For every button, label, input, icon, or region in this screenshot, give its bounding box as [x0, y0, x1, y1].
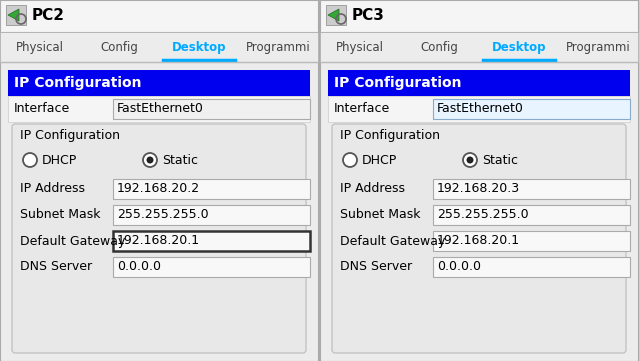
- FancyBboxPatch shape: [320, 0, 638, 32]
- Text: 192.168.20.3: 192.168.20.3: [437, 183, 520, 196]
- Text: Interface: Interface: [334, 103, 390, 116]
- Text: PC3: PC3: [352, 9, 385, 23]
- Text: Config: Config: [100, 40, 138, 53]
- FancyBboxPatch shape: [8, 96, 310, 122]
- Text: 192.168.20.1: 192.168.20.1: [437, 235, 520, 248]
- FancyBboxPatch shape: [0, 32, 318, 62]
- Text: Desktop: Desktop: [492, 40, 546, 53]
- Text: Config: Config: [420, 40, 458, 53]
- Circle shape: [147, 157, 154, 164]
- FancyBboxPatch shape: [328, 70, 630, 96]
- FancyBboxPatch shape: [113, 205, 310, 225]
- Text: 192.168.20.2: 192.168.20.2: [117, 183, 200, 196]
- Circle shape: [463, 153, 477, 167]
- Text: IP Configuration: IP Configuration: [20, 129, 120, 142]
- Text: FastEthernet0: FastEthernet0: [437, 103, 524, 116]
- Circle shape: [467, 157, 474, 164]
- FancyBboxPatch shape: [433, 257, 630, 277]
- Text: Subnet Mask: Subnet Mask: [340, 209, 420, 222]
- FancyBboxPatch shape: [113, 257, 310, 277]
- FancyBboxPatch shape: [8, 70, 310, 96]
- Text: Default Gateway: Default Gateway: [340, 235, 445, 248]
- Text: FastEthernet0: FastEthernet0: [117, 103, 204, 116]
- FancyBboxPatch shape: [113, 99, 310, 119]
- Text: IP Configuration: IP Configuration: [334, 76, 461, 90]
- FancyBboxPatch shape: [113, 231, 310, 251]
- Polygon shape: [328, 9, 339, 21]
- FancyBboxPatch shape: [332, 124, 626, 353]
- Text: IP Configuration: IP Configuration: [340, 129, 440, 142]
- FancyBboxPatch shape: [113, 179, 310, 199]
- Text: Default Gateway: Default Gateway: [20, 235, 125, 248]
- FancyBboxPatch shape: [433, 231, 630, 251]
- Text: Desktop: Desktop: [172, 40, 226, 53]
- Text: Physical: Physical: [336, 40, 384, 53]
- Text: DHCP: DHCP: [42, 153, 77, 166]
- FancyBboxPatch shape: [433, 205, 630, 225]
- FancyBboxPatch shape: [6, 5, 26, 25]
- Text: Interface: Interface: [14, 103, 70, 116]
- Text: 0.0.0.0: 0.0.0.0: [117, 261, 161, 274]
- Circle shape: [343, 153, 357, 167]
- FancyBboxPatch shape: [320, 32, 638, 62]
- Text: 255.255.255.0: 255.255.255.0: [437, 209, 529, 222]
- Text: DNS Server: DNS Server: [340, 261, 412, 274]
- Text: PC2: PC2: [32, 9, 65, 23]
- Text: Programmi: Programmi: [566, 40, 630, 53]
- FancyBboxPatch shape: [326, 5, 346, 25]
- Text: 192.168.20.1: 192.168.20.1: [117, 235, 200, 248]
- Text: Programmi: Programmi: [246, 40, 310, 53]
- FancyBboxPatch shape: [0, 62, 318, 361]
- FancyBboxPatch shape: [433, 99, 630, 119]
- FancyBboxPatch shape: [0, 0, 318, 32]
- Polygon shape: [8, 9, 19, 21]
- FancyBboxPatch shape: [328, 96, 630, 122]
- Text: DNS Server: DNS Server: [20, 261, 92, 274]
- Text: 255.255.255.0: 255.255.255.0: [117, 209, 209, 222]
- FancyBboxPatch shape: [320, 62, 638, 361]
- Text: IP Address: IP Address: [340, 183, 405, 196]
- Text: Subnet Mask: Subnet Mask: [20, 209, 100, 222]
- Text: DHCP: DHCP: [362, 153, 397, 166]
- Text: Static: Static: [482, 153, 518, 166]
- Text: IP Address: IP Address: [20, 183, 85, 196]
- Circle shape: [143, 153, 157, 167]
- Text: IP Configuration: IP Configuration: [14, 76, 141, 90]
- Text: Static: Static: [162, 153, 198, 166]
- Text: 0.0.0.0: 0.0.0.0: [437, 261, 481, 274]
- Circle shape: [23, 153, 37, 167]
- FancyBboxPatch shape: [12, 124, 306, 353]
- FancyBboxPatch shape: [433, 179, 630, 199]
- Text: Physical: Physical: [16, 40, 64, 53]
